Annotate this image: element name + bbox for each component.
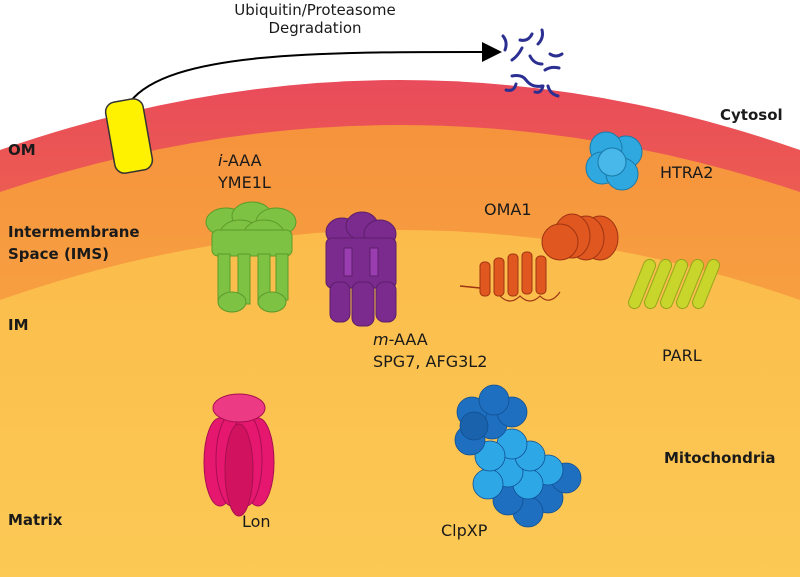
iaaa-title: i-AAA: [218, 150, 271, 172]
maaa-title: m-AAA: [373, 329, 487, 351]
htra2-protease: [585, 131, 643, 191]
maaa-label: m-AAA SPG7, AFG3L2: [373, 329, 487, 373]
clpxp-protease: [454, 384, 582, 528]
lon-protease: [203, 393, 275, 517]
parl-label: PARL: [662, 346, 702, 365]
lon-label: Lon: [242, 512, 271, 531]
maaa-complex: [325, 211, 397, 327]
yme1l-label: YME1L: [218, 173, 271, 192]
maaa-suffix: -AAA: [388, 330, 428, 349]
region-im: IM: [8, 316, 29, 334]
region-om: OM: [8, 141, 36, 159]
region-ims-line1: Intermembrane: [8, 223, 140, 241]
iaaa-prefix: i: [218, 151, 223, 170]
iaaa-yme1l-complex: [205, 201, 297, 313]
iaaa-suffix: -AAA: [222, 151, 262, 170]
process-line2: Degradation: [268, 19, 362, 37]
iaaa-label: i-AAA YME1L: [218, 150, 271, 194]
region-ims: Intermembrane Space (IMS): [8, 221, 140, 265]
maaa-members-label: SPG7, AFG3L2: [373, 352, 488, 371]
degradation-arrow: [129, 41, 502, 103]
oma1-protease: [459, 213, 619, 302]
process-label: Ubiquitin/Proteasome Degradation: [200, 1, 430, 37]
region-mitochondria: Mitochondria: [664, 449, 776, 467]
region-cytosol: Cytosol: [720, 106, 783, 124]
region-ims-line2: Space (IMS): [8, 245, 109, 263]
maaa-prefix: m: [373, 330, 389, 349]
region-matrix: Matrix: [8, 511, 63, 529]
peptide-fragments: [501, 28, 564, 98]
parl-protease: [628, 258, 720, 310]
process-line1: Ubiquitin/Proteasome: [234, 1, 396, 19]
htra2-label: HTRA2: [660, 163, 714, 182]
inner-membrane: [0, 230, 800, 577]
oma1-label: OMA1: [484, 200, 532, 219]
yellow-substrate: [104, 98, 154, 174]
clpxp-label: ClpXP: [441, 521, 488, 540]
